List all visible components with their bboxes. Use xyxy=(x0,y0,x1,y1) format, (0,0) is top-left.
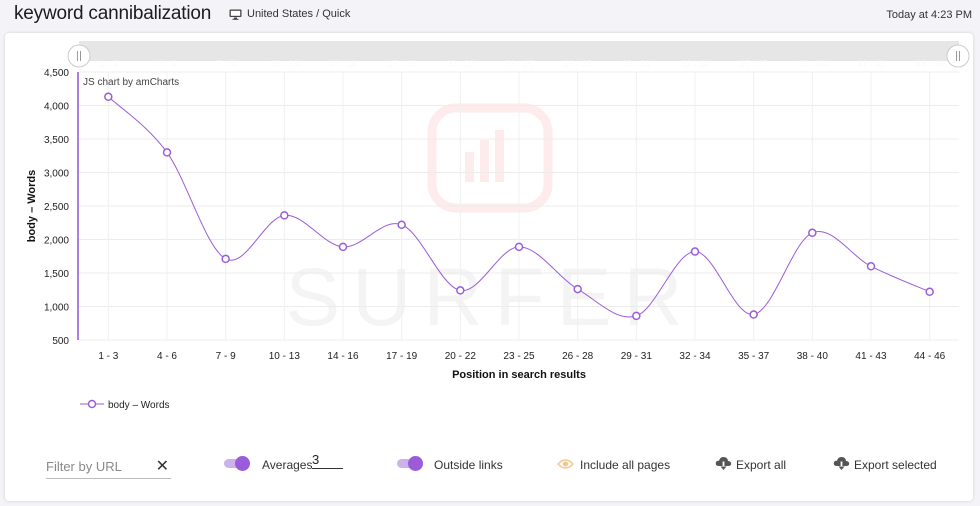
y-tick-label: 3,000 xyxy=(44,169,69,180)
x-tick-label: 1 - 3 xyxy=(98,351,118,362)
controls-bar: ✕ Averages 3 Outside links Include all p… xyxy=(0,447,980,487)
data-point[interactable] xyxy=(808,228,817,238)
chart-credit: JS chart by amCharts xyxy=(83,77,179,88)
filter-url-input[interactable] xyxy=(46,456,151,476)
data-point[interactable] xyxy=(749,310,758,319)
y-tick-label: 500 xyxy=(52,336,69,347)
y-tick-label: 1,000 xyxy=(44,303,69,314)
y-tick-label: 4,500 xyxy=(44,68,69,79)
data-point[interactable] xyxy=(221,254,230,264)
x-tick-label: 38 - 40 xyxy=(797,351,829,362)
data-point[interactable] xyxy=(162,148,172,157)
data-point[interactable] xyxy=(280,211,289,220)
x-tick-label: 29 - 31 xyxy=(621,351,653,362)
cloud-download-icon[interactable] xyxy=(715,456,732,471)
y-tick-label: 1,500 xyxy=(44,269,69,280)
x-axis-title: Position in search results xyxy=(452,369,586,381)
timestamp: Today at 4:23 PM xyxy=(886,9,972,21)
scrollbar-tick-label: 17 - 19 xyxy=(388,59,416,69)
data-point[interactable] xyxy=(456,286,465,295)
clear-filter-icon[interactable]: ✕ xyxy=(155,458,169,475)
x-tick-label: 14 - 16 xyxy=(327,351,359,362)
x-tick-label: 41 - 43 xyxy=(855,351,887,362)
scrollbar-labels: 1 - 3 4 - 6 7 - 9 10 - 13 14 - 16 17 - 19 20 -… xyxy=(99,59,943,69)
averages-label: Averages xyxy=(262,458,313,472)
data-point[interactable] xyxy=(925,287,934,297)
y-tick-label: 3,500 xyxy=(44,135,69,146)
y-axis-ticks: 500 1,000 1,500 2,000 2,500 3,000 3,500 4,000 4,… xyxy=(44,68,69,347)
export-selected-button[interactable]: Export selected xyxy=(854,458,937,472)
x-tick-label: 10 - 13 xyxy=(269,351,301,362)
y-tick-label: 4,000 xyxy=(44,102,69,113)
x-tick-label: 26 - 28 xyxy=(562,351,594,362)
surfer-watermark: SURFER xyxy=(285,103,694,343)
scrollbar-tick-label: 23 - 25 xyxy=(505,59,533,69)
location-label: United States / Quick xyxy=(247,8,351,20)
averages-toggle[interactable] xyxy=(224,456,252,471)
chart-grid xyxy=(79,71,959,341)
scrollbar-tick-label: 26 - 28 xyxy=(564,59,592,69)
outside-links-label: Outside links xyxy=(434,458,503,472)
data-point[interactable] xyxy=(104,92,113,102)
y-axis-title: body – Words xyxy=(26,170,38,243)
scrollbar-tick-label: 7 - 9 xyxy=(217,59,235,69)
x-tick-label: 7 - 9 xyxy=(216,351,236,362)
x-tick-label: 32 - 34 xyxy=(679,351,711,362)
include-all-pages-label[interactable]: Include all pages xyxy=(580,458,671,472)
scrollbar-tick-label: 44 - 46 xyxy=(916,59,944,69)
export-all-button[interactable]: Export all xyxy=(736,458,787,472)
chart-scrollbar[interactable]: 1 - 3 4 - 6 7 - 9 10 - 13 14 - 16 17 - 19 20 -… xyxy=(67,41,970,69)
scrollbar-tick-label: 10 - 13 xyxy=(270,59,298,69)
scrollbar-track[interactable] xyxy=(79,41,959,61)
scrollbar-left-grip[interactable] xyxy=(67,44,91,68)
x-tick-label: 17 - 19 xyxy=(386,351,418,362)
scrollbar-tick-label: 41 - 43 xyxy=(857,59,885,69)
monitor-icon xyxy=(229,9,242,20)
x-tick-label: 23 - 25 xyxy=(503,351,535,362)
scrollbar-tick-label: 32 - 34 xyxy=(681,59,709,69)
watermark-text: SURFER xyxy=(285,252,694,343)
header-bar: keyword cannibalization United States / … xyxy=(0,0,980,32)
scrollbar-tick-label: 1 - 3 xyxy=(99,59,117,69)
y-tick-label: 2,000 xyxy=(44,236,69,247)
data-point[interactable] xyxy=(397,220,406,230)
scrollbar-right-grip[interactable] xyxy=(946,44,970,68)
data-point[interactable] xyxy=(573,284,582,294)
scrollbar-tick-label: 35 - 37 xyxy=(740,59,768,69)
scrollbar-tick-label: 29 - 31 xyxy=(622,59,650,69)
x-tick-label: 4 - 6 xyxy=(157,351,177,362)
data-point[interactable] xyxy=(632,311,641,321)
legend-label: body – Words xyxy=(108,400,170,411)
scrollbar-tick-label: 20 - 22 xyxy=(446,59,474,69)
x-tick-label: 35 - 37 xyxy=(738,351,770,362)
series-points xyxy=(104,92,934,321)
y-tick-label: 2,500 xyxy=(44,202,69,213)
url-filter: ✕ xyxy=(46,456,171,479)
x-tick-label: 20 - 22 xyxy=(445,351,477,362)
data-point[interactable] xyxy=(866,262,876,271)
cloud-download-icon[interactable] xyxy=(833,456,850,471)
data-point[interactable] xyxy=(338,242,348,252)
eye-icon[interactable] xyxy=(557,458,574,470)
page-title: keyword cannibalization xyxy=(14,3,212,24)
location-selector[interactable]: United States / Quick xyxy=(229,8,350,20)
data-point[interactable] xyxy=(690,247,700,256)
averages-input[interactable]: 3 xyxy=(312,452,343,469)
legend-item[interactable]: body – Words xyxy=(80,399,170,411)
scrollbar-tick-label: 38 - 40 xyxy=(798,59,826,69)
x-tick-label: 44 - 46 xyxy=(914,351,946,362)
legend-marker xyxy=(87,399,97,409)
x-axis-ticks: 1 - 3 4 - 6 7 - 9 10 - 13 14 - 16 17 - 19 20 -… xyxy=(98,351,945,362)
scrollbar-tick-label: 4 - 6 xyxy=(158,59,176,69)
outside-links-toggle[interactable] xyxy=(397,456,425,471)
scrollbar-tick-label: 14 - 16 xyxy=(329,59,357,69)
data-point[interactable] xyxy=(514,242,524,252)
